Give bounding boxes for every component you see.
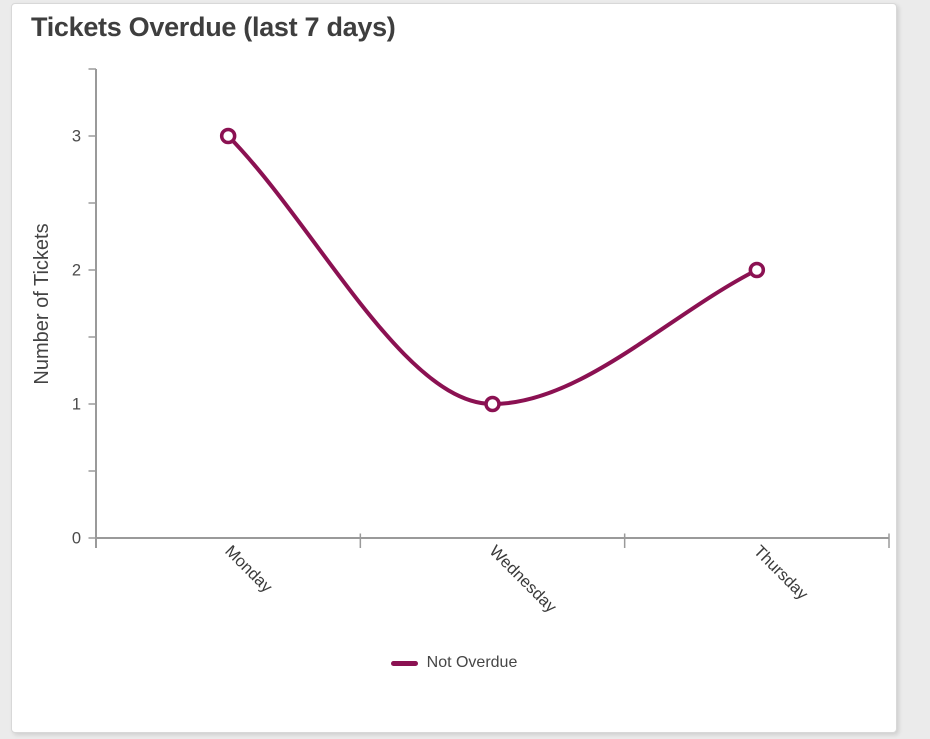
y-axis-title: Number of Tickets	[31, 223, 53, 384]
y-axis-tick-label: 2	[72, 262, 81, 280]
report-card: Tickets Overdue (last 7 days) Number of …	[11, 3, 897, 733]
x-axis-category-label: Monday	[221, 542, 276, 597]
y-axis-tick-label: 3	[72, 128, 81, 146]
series-line-not-overdue	[226, 134, 759, 407]
legend-label: Not Overdue	[426, 654, 518, 671]
x-axis-category-label: Thursday	[750, 542, 812, 604]
y-axis-tick-label: 0	[72, 530, 81, 548]
legend-item-not-overdue[interactable]: Not Overdue	[390, 654, 518, 672]
x-axis-category-label: Wednesday	[486, 542, 561, 617]
chart-title: Tickets Overdue (last 7 days)	[31, 12, 396, 42]
legend-swatch-icon	[390, 660, 418, 666]
data-point-monday[interactable]	[219, 127, 237, 145]
data-point-wednesday[interactable]	[484, 395, 501, 413]
y-axis-tick-label: 1	[72, 396, 81, 414]
line-chart-canvas: Number of Tickets 0 1 2 3 Monday Wednesday Thu…	[31, 68, 890, 617]
chart-legend: Not Overdue	[12, 654, 896, 672]
data-point-thursday[interactable]	[748, 261, 766, 279]
